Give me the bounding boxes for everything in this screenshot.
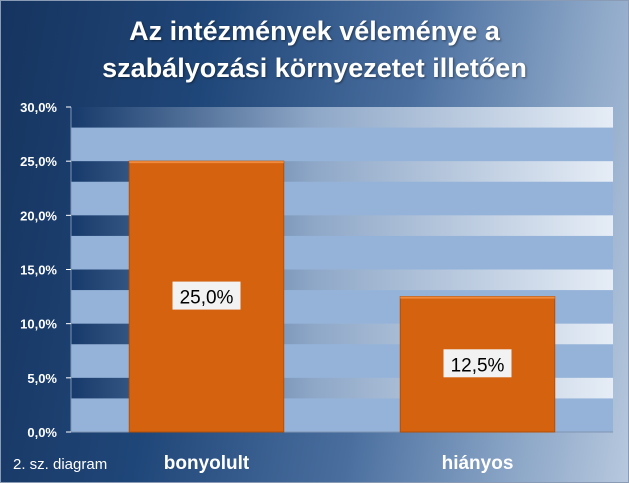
y-tick-label: 5,0% xyxy=(27,371,57,386)
y-tick-label: 0,0% xyxy=(27,425,57,440)
bar-highlight xyxy=(129,161,284,164)
data-label-box xyxy=(443,349,512,378)
chart-title: Az intézmények véleménye a szabályozási … xyxy=(1,13,628,87)
grid-band xyxy=(71,107,613,128)
chart-title-line-1: Az intézmények véleménye a xyxy=(129,16,500,46)
data-label: 12,5% xyxy=(451,355,505,376)
y-tick-label: 25,0% xyxy=(20,154,57,169)
y-tick-label: 20,0% xyxy=(20,208,57,223)
footnote: 2. sz. diagram xyxy=(13,456,108,473)
y-tick-label: 30,0% xyxy=(20,100,57,115)
chart-title-line-2: szabályozási környezetet illetően xyxy=(102,53,527,83)
y-tick-label: 10,0% xyxy=(20,317,57,332)
category-label: bonyolult xyxy=(164,453,250,474)
y-tick-label: 15,0% xyxy=(20,263,57,278)
data-label-box xyxy=(172,281,241,310)
bar-highlight xyxy=(400,296,555,299)
category-label: hiányos xyxy=(442,453,514,474)
bar xyxy=(128,160,285,433)
data-label: 25,0% xyxy=(180,288,234,309)
